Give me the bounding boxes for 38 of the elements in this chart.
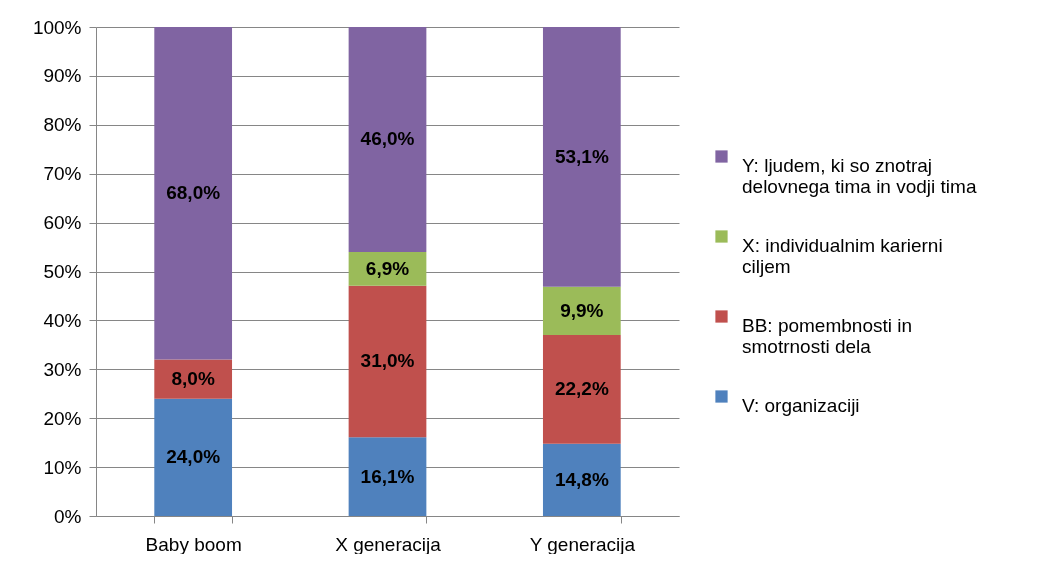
data-label: 8,0% bbox=[171, 368, 215, 390]
legend-label: BB: pomembnosti in smotrnosti dela bbox=[742, 314, 913, 357]
bar bbox=[154, 27, 233, 360]
data-label: 14,8% bbox=[554, 468, 609, 490]
x-tick-label: Baby boom bbox=[145, 533, 242, 555]
y-tick-label: 10% bbox=[43, 456, 82, 478]
y-tick-label: 20% bbox=[43, 407, 82, 429]
y-tick-label: 100% bbox=[32, 16, 82, 38]
data-label: 9,9% bbox=[560, 299, 604, 321]
bar bbox=[348, 437, 427, 516]
bar bbox=[348, 27, 427, 252]
data-label: 22,2% bbox=[554, 378, 609, 400]
y-tick-label: 0% bbox=[54, 505, 82, 527]
y-tick-label: 80% bbox=[43, 114, 82, 136]
data-label: 46,0% bbox=[360, 128, 415, 150]
data-label: 24,0% bbox=[166, 446, 221, 468]
legend-label: V: organizaciji bbox=[742, 394, 860, 416]
legend-label: X: individualnim karierni ciljem bbox=[742, 234, 943, 277]
data-label: 31,0% bbox=[360, 350, 415, 372]
bar bbox=[542, 27, 621, 287]
y-tick-label: 90% bbox=[43, 65, 82, 87]
bar bbox=[542, 443, 621, 516]
y-tick-label: 30% bbox=[43, 358, 82, 380]
y-tick-label: 40% bbox=[43, 309, 82, 331]
legend-label: Y: ljudem, ki so znotraj delovnega tima in vodji tima bbox=[742, 154, 977, 197]
bar bbox=[542, 335, 621, 444]
data-label: 16,1% bbox=[360, 465, 415, 487]
bar bbox=[348, 285, 427, 438]
data-label: 53,1% bbox=[554, 145, 609, 167]
data-label: 68,0% bbox=[166, 182, 221, 204]
bar bbox=[154, 398, 233, 516]
data-label: 6,9% bbox=[365, 257, 410, 279]
y-tick-label: 70% bbox=[43, 163, 82, 185]
y-tick-label: 60% bbox=[43, 212, 82, 234]
x-tick-label: X generacija bbox=[335, 533, 442, 555]
y-tick-label: 50% bbox=[43, 261, 82, 282]
x-tick-label: Y generacija bbox=[529, 533, 636, 555]
bar bbox=[542, 286, 621, 336]
